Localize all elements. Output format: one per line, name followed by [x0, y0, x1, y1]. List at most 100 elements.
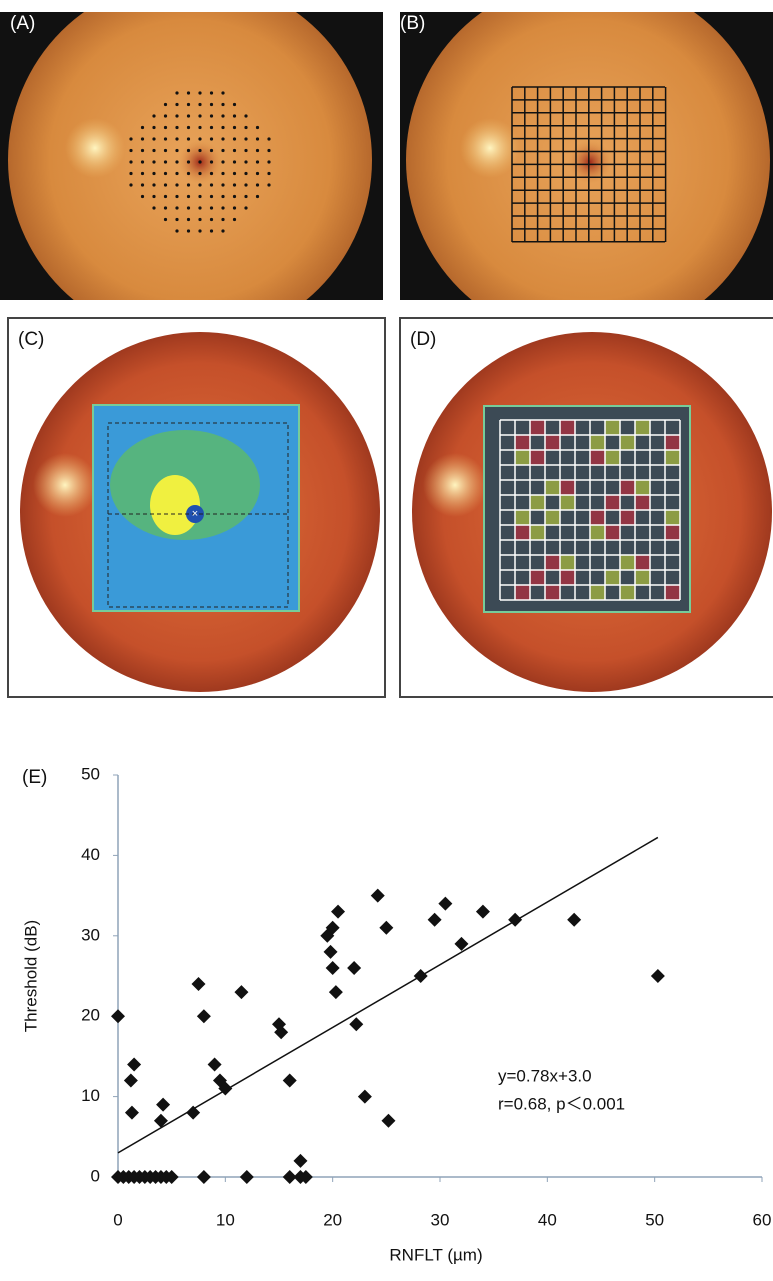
stimulus-dot [221, 126, 224, 129]
stimulus-dot [187, 218, 190, 221]
stimulus-dot [152, 137, 155, 140]
stimulus-dot [210, 183, 213, 186]
stimulus-dot [221, 137, 224, 140]
annotation: y=0.78x+3.0 [498, 1066, 592, 1085]
stimulus-dot [152, 160, 155, 163]
stimulus-dot [141, 172, 144, 175]
stimulus-dot [152, 126, 155, 129]
stimulus-dot [175, 137, 178, 140]
stimulus-dot [129, 183, 132, 186]
stimulus-dot [175, 91, 178, 94]
grid-cell [620, 435, 635, 450]
stimulus-dot [210, 91, 213, 94]
stimulus-dot [198, 137, 201, 140]
stimulus-dot [152, 172, 155, 175]
stimulus-dot [198, 183, 201, 186]
stimulus-dot [187, 206, 190, 209]
point [111, 1009, 125, 1023]
grid-cell [515, 450, 530, 465]
svg-text:×: × [192, 508, 198, 520]
grid-cell [515, 525, 530, 540]
x-axis-label: RNFLT (µm) [389, 1245, 482, 1264]
panel-label: (A) [10, 13, 35, 34]
grid-cell [635, 420, 650, 435]
grid-cell [545, 435, 560, 450]
stimulus-dot [141, 126, 144, 129]
stimulus-dot [233, 172, 236, 175]
stimulus-dot [175, 149, 178, 152]
stimulus-dot [233, 114, 236, 117]
grid-cell [665, 510, 680, 525]
grid-cell [665, 585, 680, 600]
stimulus-dot [164, 218, 167, 221]
stimulus-dot [152, 149, 155, 152]
panel-label: (C) [18, 329, 44, 350]
point [358, 1090, 372, 1104]
stimulus-dot [198, 206, 201, 209]
stimulus-dot [175, 229, 178, 232]
point [192, 977, 206, 991]
stimulus-dot [175, 195, 178, 198]
stimulus-dot [129, 172, 132, 175]
stimulus-dot [244, 137, 247, 140]
stimulus-dot [164, 149, 167, 152]
stimulus-dot [175, 114, 178, 117]
stimulus-dot [175, 103, 178, 106]
stimulus-dot [164, 183, 167, 186]
grid-cell [605, 570, 620, 585]
point [186, 1106, 200, 1120]
stimulus-dot [187, 195, 190, 198]
point [283, 1074, 297, 1088]
stimulus-dot [256, 172, 259, 175]
point [438, 897, 452, 911]
grid-cell [635, 480, 650, 495]
grid-cell [635, 495, 650, 510]
x-tick-label: 60 [753, 1210, 772, 1229]
stimulus-dot [244, 149, 247, 152]
stimulus-dot [267, 160, 270, 163]
stimulus-dot [210, 172, 213, 175]
stimulus-dot [198, 126, 201, 129]
y-tick-label: 30 [81, 925, 100, 944]
stimulus-dot [244, 160, 247, 163]
stimulus-dot [187, 103, 190, 106]
point [240, 1170, 254, 1184]
x-tick-label: 20 [323, 1210, 342, 1229]
grid-cell [620, 480, 635, 495]
stimulus-dot [233, 137, 236, 140]
grid-cell [665, 435, 680, 450]
grid-cell [605, 450, 620, 465]
y-tick-label: 10 [81, 1086, 100, 1105]
stimulus-dot [175, 183, 178, 186]
stimulus-dot [129, 149, 132, 152]
stimulus-dot [256, 126, 259, 129]
grid-cell [635, 570, 650, 585]
point [428, 913, 442, 927]
stimulus-dot [175, 218, 178, 221]
stimulus-dot [175, 160, 178, 163]
stimulus-dot [210, 126, 213, 129]
stimulus-dot [175, 206, 178, 209]
stimulus-dot [267, 137, 270, 140]
stimulus-dot [198, 172, 201, 175]
x-tick-label: 40 [538, 1210, 557, 1229]
stimulus-dot [198, 91, 201, 94]
stimulus-dot [210, 149, 213, 152]
stimulus-dot [267, 172, 270, 175]
stimulus-dot [210, 137, 213, 140]
grid-cell [665, 450, 680, 465]
grid-cell [605, 495, 620, 510]
stimulus-dot [233, 206, 236, 209]
stimulus-dot [233, 160, 236, 163]
stimulus-dot [244, 114, 247, 117]
stimulus-dot [198, 229, 201, 232]
annotation: r=0.68, p＜0.001 [498, 1094, 625, 1113]
y-tick-label: 50 [81, 764, 100, 783]
stimulus-dot [267, 149, 270, 152]
stimulus-dot [210, 103, 213, 106]
stimulus-dot [221, 183, 224, 186]
grid-cell [590, 435, 605, 450]
fundus-a [0, 0, 383, 342]
point [651, 969, 665, 983]
grid-cell [590, 585, 605, 600]
